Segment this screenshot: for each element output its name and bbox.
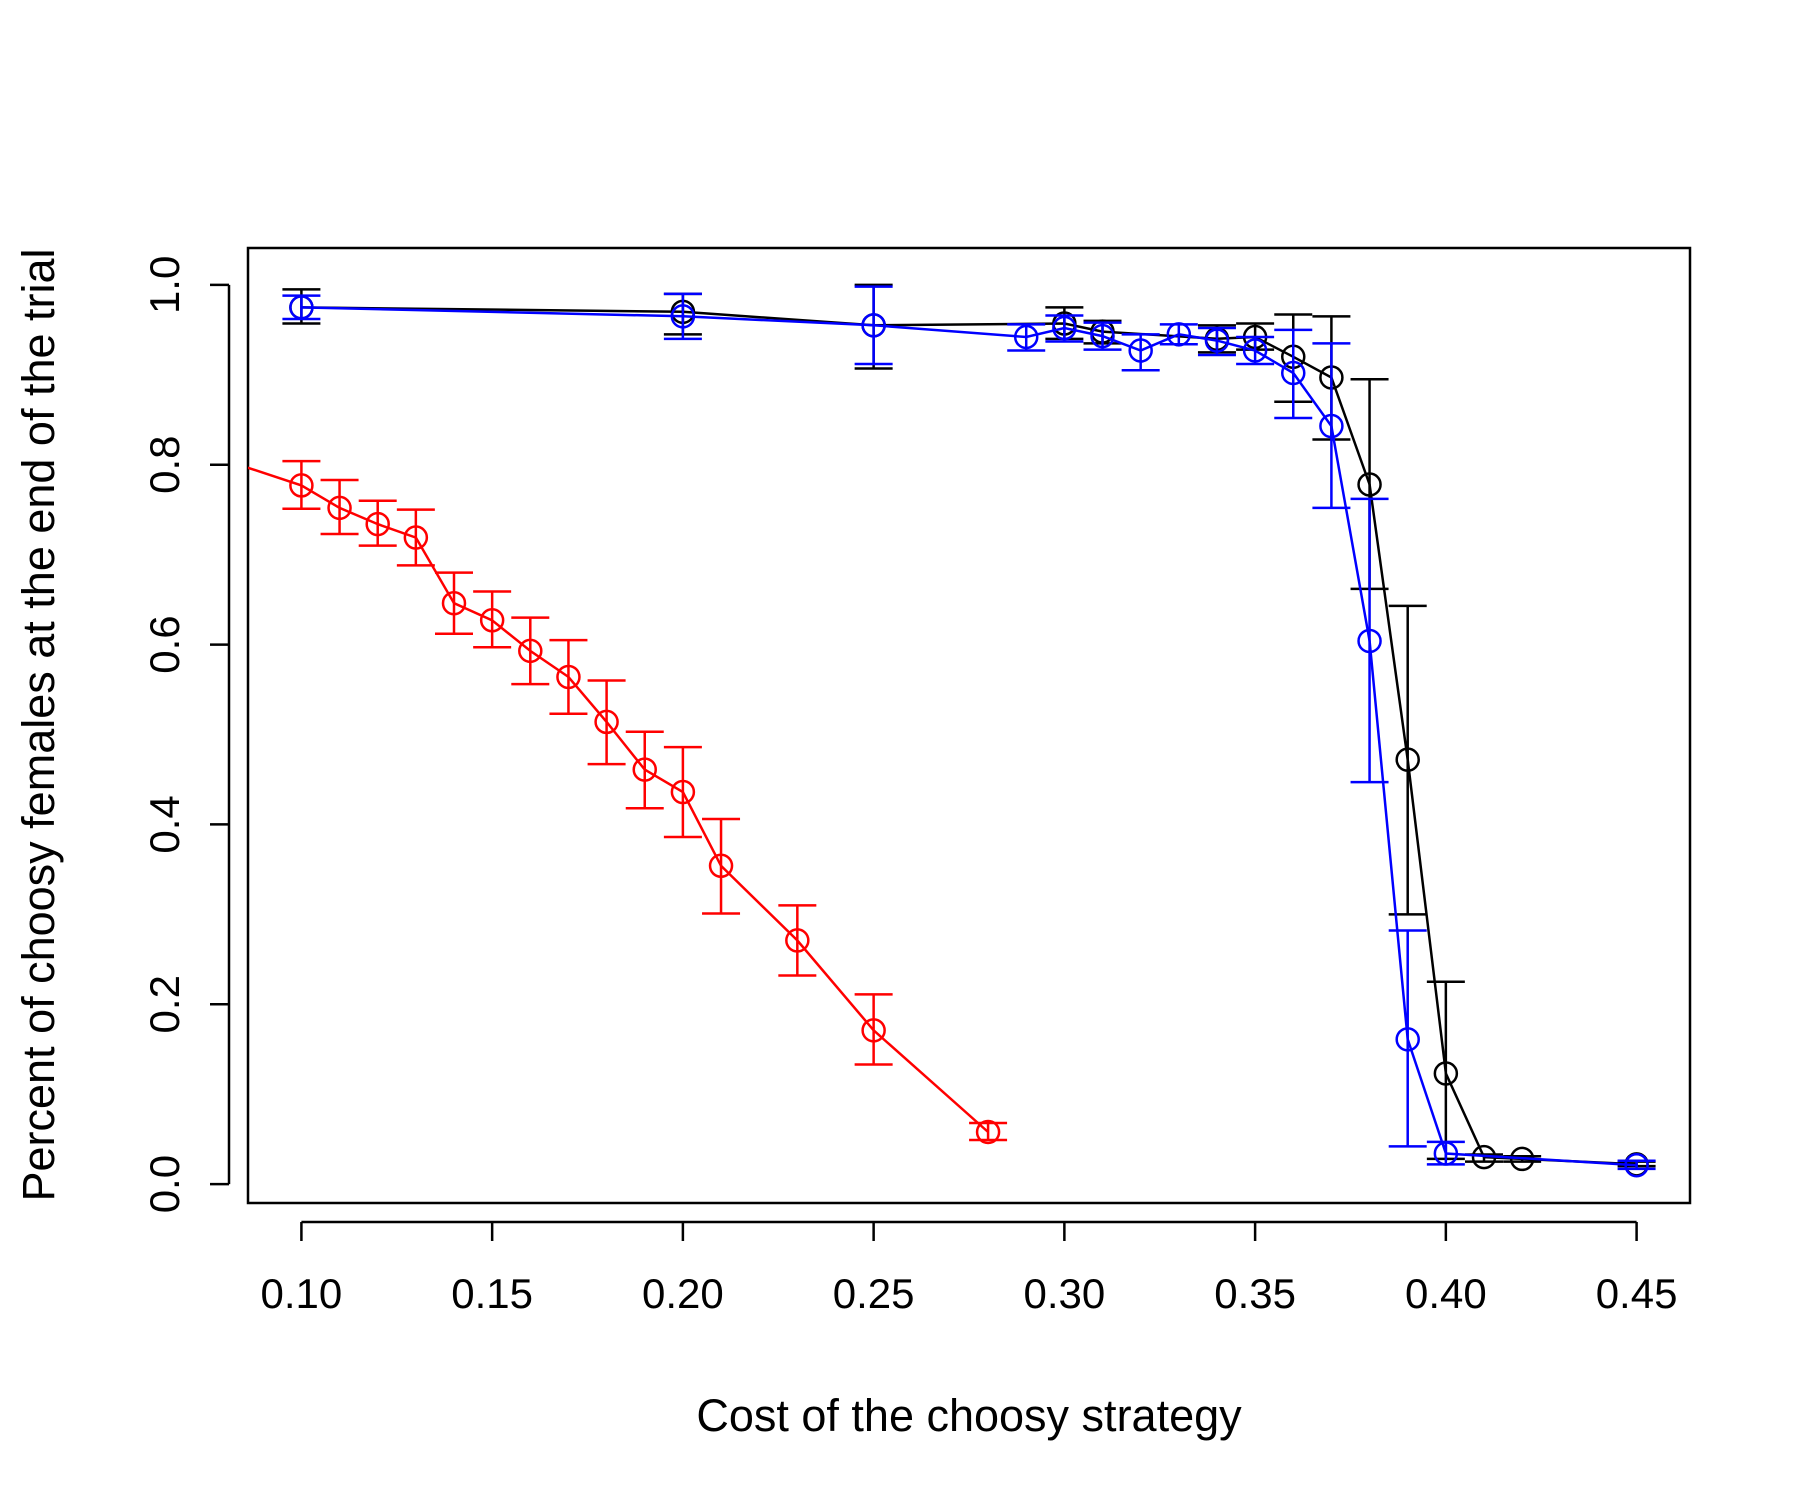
series-red (248, 459, 1008, 1145)
data-point (1395, 747, 1420, 772)
data-point (975, 1119, 1001, 1145)
series-blue (282, 285, 1656, 1178)
error-bar (778, 904, 817, 977)
data-point (670, 304, 696, 329)
data-point (670, 779, 696, 805)
data-point (441, 590, 467, 616)
error-bar (511, 616, 550, 686)
data-point (479, 608, 505, 633)
data-point (1052, 315, 1077, 341)
error-bar (1236, 335, 1275, 366)
x-tick-label: 0.10 (261, 1270, 343, 1317)
data-point (1128, 338, 1153, 363)
error-bar (1388, 929, 1427, 1148)
error-bar (396, 508, 435, 567)
data-point (327, 495, 352, 521)
data-point (1357, 472, 1382, 497)
error-bar (358, 499, 397, 547)
error-bar (473, 590, 512, 649)
error-bar (1350, 497, 1389, 784)
data-point (861, 313, 886, 338)
error-bar (1617, 1159, 1656, 1171)
error-bar (1045, 314, 1084, 343)
x-tick-label: 0.40 (1405, 1270, 1487, 1317)
error-bar (549, 638, 588, 716)
y-tick-label: 1.0 (141, 256, 188, 314)
error-bar (702, 817, 741, 915)
y-tick-label: 0.2 (141, 975, 188, 1033)
plot-frame (246, 246, 1692, 1205)
error-bar (1312, 342, 1351, 510)
y-axis-title: Percent of choosy females at the end of … (13, 248, 64, 1201)
data-point (1319, 413, 1344, 439)
error-bar (320, 478, 359, 536)
series-layer (248, 283, 1656, 1178)
data-point (1357, 628, 1382, 654)
x-tick-label: 0.30 (1023, 1270, 1105, 1317)
x-tick-label: 0.35 (1214, 1270, 1296, 1317)
error-bar (663, 745, 702, 839)
y-tick-label: 0.0 (141, 1155, 188, 1213)
data-point (594, 709, 619, 735)
y-axis: 0.0 0.2 0.4 0.6 0.8 1.0 (141, 256, 231, 1213)
data-point (556, 664, 581, 690)
data-point (1090, 323, 1115, 349)
series-line-blue (301, 306, 1637, 1167)
data-point (289, 295, 314, 320)
x-axis-title: Cost of the choosy strategy (696, 1390, 1242, 1441)
x-axis: 0.10 0.15 0.20 0.25 0.30 0.35 0.40 0.45 (261, 1220, 1678, 1317)
error-bar (854, 993, 893, 1066)
data-point (365, 511, 390, 537)
data-point (289, 473, 314, 498)
data-point (1433, 1061, 1459, 1086)
data-point (1242, 338, 1268, 363)
data-point (1624, 1152, 1649, 1178)
error-bar (1274, 328, 1313, 420)
data-point (1395, 1027, 1420, 1052)
error-bar (969, 1121, 1008, 1142)
x-tick-label: 0.15 (451, 1270, 533, 1317)
data-point (1204, 328, 1230, 353)
error-bar (282, 459, 321, 511)
y-tick-label: 0.6 (141, 615, 188, 673)
error-bar (435, 571, 473, 636)
x-tick-label: 0.45 (1596, 1270, 1678, 1317)
series-line-red (248, 466, 989, 1133)
data-point (1013, 324, 1039, 350)
data-point (861, 1018, 886, 1043)
data-point (785, 928, 810, 953)
data-point (1433, 1141, 1459, 1166)
y-tick-label: 0.4 (141, 795, 188, 853)
data-point (403, 525, 429, 550)
y-tick-label: 0.8 (141, 436, 188, 494)
data-point (518, 638, 543, 664)
error-bar (1007, 323, 1046, 352)
error-bar (854, 285, 893, 366)
error-bar (587, 679, 626, 766)
x-tick-label: 0.25 (833, 1270, 915, 1317)
data-point (1281, 360, 1306, 386)
data-point (632, 757, 657, 782)
error-bar (625, 730, 664, 810)
data-point (1166, 322, 1192, 347)
error-bar (1083, 321, 1122, 351)
data-point (708, 853, 734, 879)
x-tick-label: 0.20 (642, 1270, 724, 1317)
error-bar (663, 292, 702, 341)
